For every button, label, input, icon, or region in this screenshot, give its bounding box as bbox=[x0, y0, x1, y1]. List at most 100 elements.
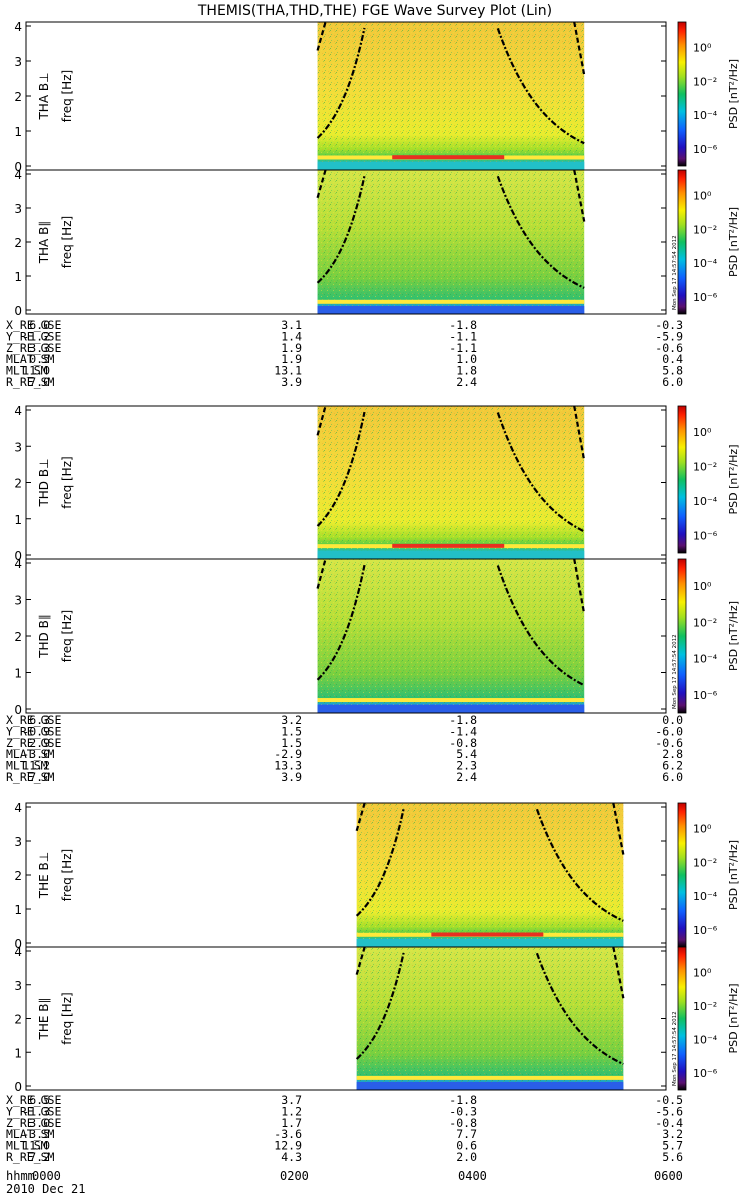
ephemeris-value: 3.2 bbox=[281, 713, 302, 727]
colorbar-tick-label: 10⁰ bbox=[693, 426, 712, 439]
colorbar-tick-label: 10⁻⁴ bbox=[693, 257, 718, 270]
ephemeris-value: 2.9 bbox=[29, 736, 50, 750]
intense-band bbox=[392, 543, 505, 548]
freq-axis-label: freq [Hz] bbox=[60, 610, 74, 662]
ephemeris-value: -0.3 bbox=[655, 318, 683, 332]
ephemeris-value: 3.0 bbox=[29, 1116, 50, 1130]
ephemeris-value: -1.1 bbox=[449, 341, 477, 355]
colorbar-tick-label: 10⁻⁶ bbox=[693, 1067, 718, 1080]
freq-tick-label: 3 bbox=[14, 835, 22, 849]
ephemeris-value: 3.9 bbox=[281, 375, 302, 389]
ephemeris-value: 7.0 bbox=[29, 770, 50, 784]
colorbar-tick-label: 10⁻⁶ bbox=[693, 530, 718, 543]
freq-axis-label: freq [Hz] bbox=[60, 216, 74, 268]
low-freq-band bbox=[356, 1075, 624, 1080]
freq-tick-label: 4 bbox=[14, 945, 22, 959]
ephemeris-row-label: Y_RE_GSE bbox=[6, 329, 61, 343]
freq-tick-label: 1 bbox=[14, 903, 22, 917]
spectrogram-panel: 0 1 2 3 4 THD B∥ freq [Hz] 10⁰ 10⁻² 10⁻⁴ 10⁻⁶ PSD [… bbox=[14, 557, 740, 717]
freq-tick-label: 1 bbox=[14, 667, 22, 681]
ephemeris-value: 0.5 bbox=[29, 352, 50, 366]
lowest-freq-band bbox=[317, 704, 585, 713]
freq-tick-label: 3 bbox=[14, 202, 22, 216]
ephemeris-value: 11.0 bbox=[22, 364, 50, 378]
time-tick-3: 0600 bbox=[654, 1169, 683, 1183]
spectrogram-texture bbox=[317, 406, 585, 559]
colorbar bbox=[677, 558, 687, 714]
ephemeris-value: 0.4 bbox=[662, 352, 683, 366]
freq-tick-label: 4 bbox=[14, 404, 22, 418]
ephemeris-value: -1.8 bbox=[449, 1093, 477, 1107]
time-axis-label: hhmm bbox=[6, 1169, 35, 1183]
ephemeris-value: -0.4 bbox=[655, 1116, 683, 1130]
freq-tick-label: 4 bbox=[14, 20, 22, 34]
colorbar bbox=[677, 405, 687, 554]
freq-tick-label: 3 bbox=[14, 979, 22, 993]
harmonic-curve-left bbox=[316, 558, 327, 589]
freq-tick-label: 0 bbox=[14, 703, 22, 717]
gyrofrequency-curve-right bbox=[535, 808, 624, 922]
ephemeris-value: 1.2 bbox=[281, 1104, 302, 1118]
colorbar bbox=[677, 802, 687, 948]
ephemeris-row-label: Y_RE_GSE bbox=[6, 1104, 61, 1118]
spectrogram-texture bbox=[317, 22, 585, 170]
ephemeris-value: 3.9 bbox=[281, 770, 302, 784]
gyrofrequency-curve-right bbox=[496, 412, 585, 533]
freq-tick-label: 2 bbox=[14, 630, 22, 644]
ephemeris-value: 2.4 bbox=[456, 375, 477, 389]
panel-component-label: THE B⊥ bbox=[37, 852, 51, 899]
freq-tick-label: 2 bbox=[14, 236, 22, 250]
panel-component-label: THA B⊥ bbox=[37, 72, 51, 120]
colorbar-label: PSD [nT²/Hz] bbox=[727, 601, 740, 671]
freq-tick-label: 3 bbox=[14, 440, 22, 454]
ephemeris-row-label: Z_RE_GSE bbox=[6, 736, 61, 750]
spectrogram-panel: 0 1 2 3 4 THA B∥ freq [Hz] 10⁰ 10⁻² 10⁻⁴ 10⁻⁶ PSD [… bbox=[14, 168, 740, 318]
ephemeris-row-label: MLT_SM bbox=[6, 759, 48, 773]
ephemeris-value: 0.6 bbox=[456, 1139, 477, 1153]
spectrogram-panels: 0 1 2 3 4 THA B⊥ freq [Hz] 10⁰ 10⁻² 10⁻⁴ 10⁻⁶ PSD [… bbox=[14, 20, 740, 1094]
freq-axis-label: freq [Hz] bbox=[60, 456, 74, 508]
freq-tick-label: 1 bbox=[14, 125, 22, 139]
spectrogram-panel: 0 1 2 3 4 THA B⊥ freq [Hz] 10⁰ 10⁻² 10⁻⁴ 10⁻⁶ PSD [… bbox=[14, 20, 740, 174]
freq-tick-label: 4 bbox=[14, 168, 22, 182]
colorbar bbox=[677, 21, 687, 167]
freq-tick-label: 0 bbox=[14, 1080, 22, 1094]
colorbar-tick-label: 10⁻⁶ bbox=[693, 143, 718, 156]
colorbar-label: PSD [nT²/Hz] bbox=[727, 444, 740, 514]
ephemeris-row-label: MLAT_SM bbox=[6, 352, 55, 366]
ephemeris-row-label: R_RE_SM bbox=[6, 770, 55, 784]
panel-component-label: THD B∥ bbox=[37, 614, 51, 659]
colorbar-tick-label: 10⁻⁴ bbox=[693, 653, 718, 666]
harmonic-curve-right bbox=[573, 21, 586, 76]
ephemeris-value: 2.8 bbox=[662, 747, 683, 761]
ephemeris-value: -2.9 bbox=[274, 747, 302, 761]
ephemeris-row-label: Z_RE_GSE bbox=[6, 341, 61, 355]
ephemeris-value: -0.5 bbox=[655, 1093, 683, 1107]
colorbar-tick-label: 10⁻² bbox=[693, 223, 717, 236]
ephemeris-value: 3.2 bbox=[662, 1127, 683, 1141]
ephemeris-value: -0.6 bbox=[655, 736, 683, 750]
colorbar-tick-label: 10⁰ bbox=[693, 966, 712, 979]
timestamp-stamp: Mon Sep 17 14:57:54 2012 bbox=[672, 1011, 678, 1086]
harmonic-curve-left bbox=[355, 946, 366, 975]
freq-tick-label: 2 bbox=[14, 477, 22, 491]
ephemeris-value: 13.3 bbox=[274, 759, 302, 773]
harmonic-curve-left bbox=[355, 802, 366, 832]
ephemeris-value: 13.1 bbox=[274, 364, 302, 378]
ephemeris-value: 7.0 bbox=[29, 375, 50, 389]
colorbar-tick-label: 10⁻² bbox=[693, 461, 717, 474]
ephemeris-value: 3.3 bbox=[29, 341, 50, 355]
freq-tick-label: 1 bbox=[14, 513, 22, 527]
freq-tick-label: 2 bbox=[14, 869, 22, 883]
ephemeris-value: -0.3 bbox=[449, 1104, 477, 1118]
ephemeris-value: 11.0 bbox=[22, 1139, 50, 1153]
time-tick-1: 0200 bbox=[280, 1169, 309, 1183]
lowest-freq-band bbox=[356, 938, 624, 947]
ephemeris-row-label: MLT_SM bbox=[6, 1139, 48, 1153]
freq-tick-label: 4 bbox=[14, 801, 22, 815]
ephemeris-value: 12.9 bbox=[274, 1139, 302, 1153]
